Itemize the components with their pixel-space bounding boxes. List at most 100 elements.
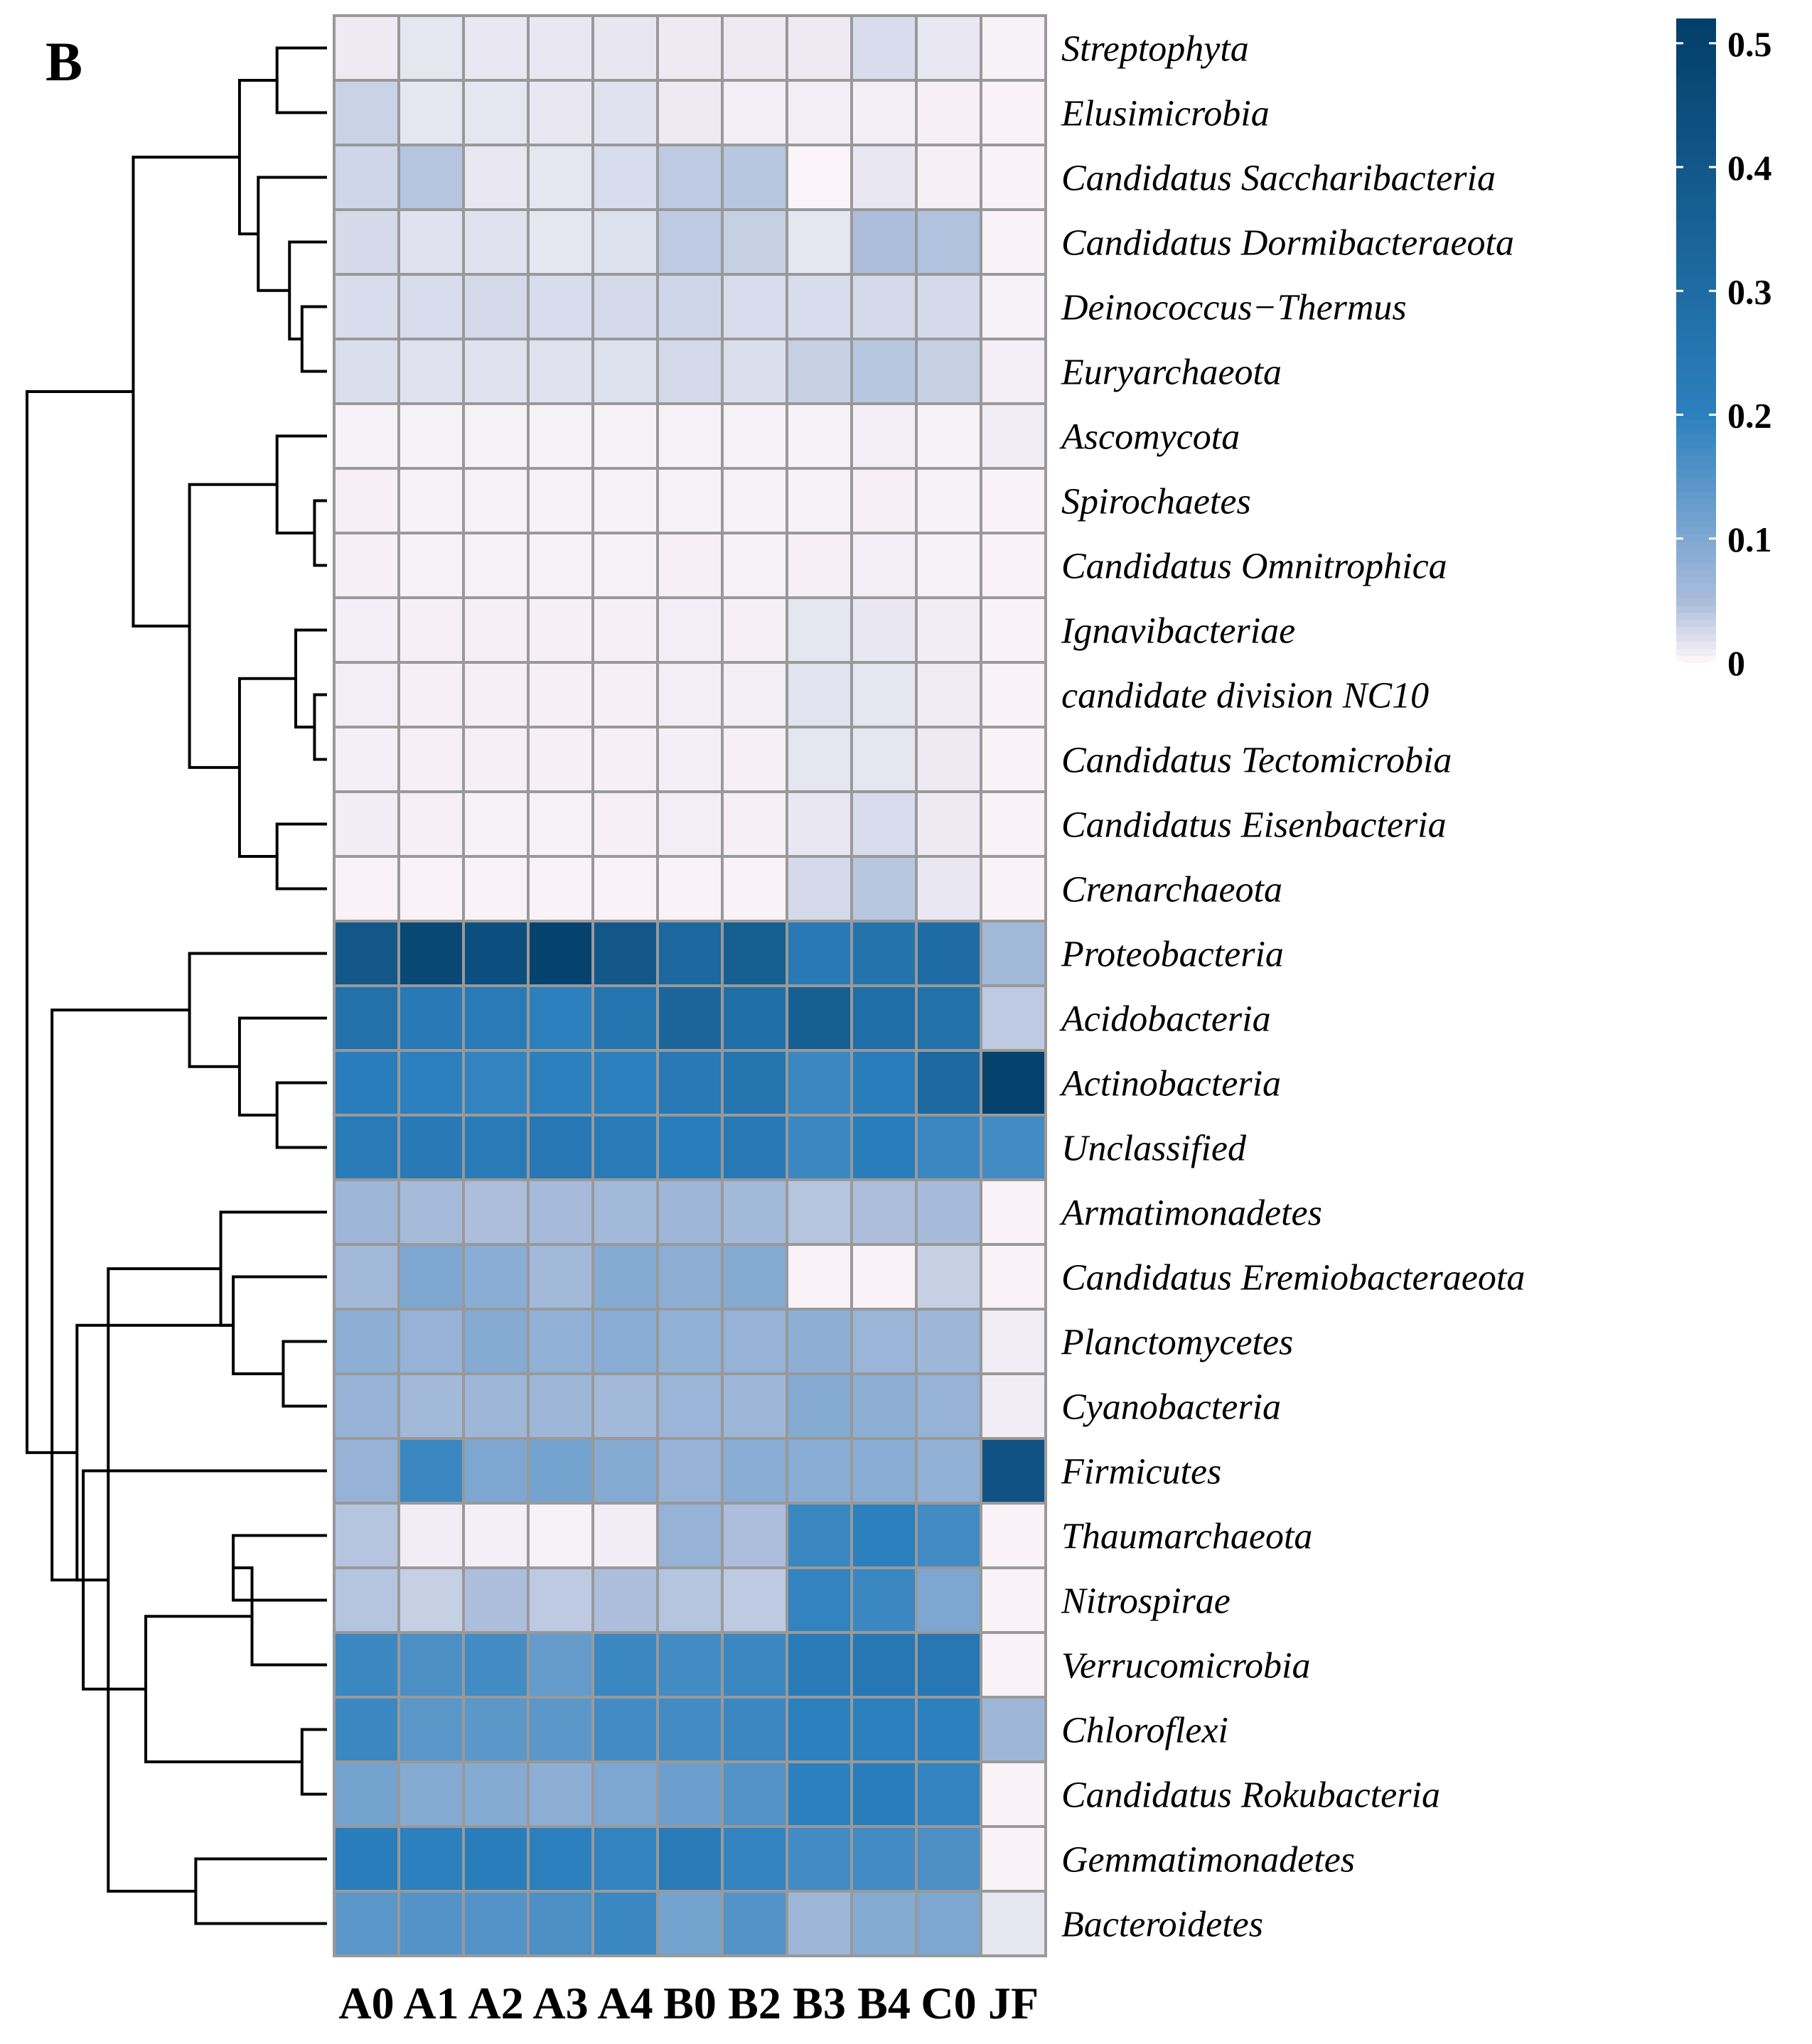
- heatmap-cell-cyanobacteria-c0: [915, 1372, 982, 1440]
- heatmap-cell-nitrospirae-a2: [462, 1566, 530, 1634]
- row-label-candidatus-rokubacteria: Candidatus Rokubacteria: [1061, 1775, 1440, 1816]
- heatmap-cell-unclassified-b0: [656, 1114, 724, 1181]
- heatmap-cell-candidatus-eremiobacteraeota-b2: [721, 1243, 788, 1311]
- colorbar-segment: [1676, 26, 1716, 34]
- heatmap-cell-planctomycetes-b4: [850, 1308, 918, 1375]
- heatmap-cell-proteobacteria-a1: [397, 920, 465, 987]
- heatmap-cell-candidatus-eisenbacteria-b4: [850, 790, 918, 858]
- heatmap-cell-bacteroidetes-b0: [656, 1890, 724, 1957]
- heatmap-cell-candidatus-dormibacteraeota-jf: [980, 208, 1047, 276]
- row-labels: Streptophyta Elusimicrobia Candidatus Sacc…: [1059, 29, 1525, 1945]
- row-label-proteobacteria: Proteobacteria: [1061, 935, 1284, 975]
- colorbar-segment: [1676, 340, 1716, 349]
- heatmap-cell-cyanobacteria-b0: [656, 1372, 724, 1440]
- colorbar-segment: [1676, 161, 1716, 170]
- heatmap-cell-nitrospirae-b4: [850, 1566, 918, 1634]
- column-label-a0: A0: [338, 1978, 394, 2028]
- dendrogram-branch: [300, 305, 327, 373]
- colorbar-segment: [1676, 469, 1716, 478]
- heatmap-cell-candidatus-rokubacteria-a2: [462, 1760, 530, 1828]
- heatmap-cell-ascomycota-b0: [656, 402, 724, 470]
- heatmap-cell-candidatus-dormibacteraeota-a3: [527, 208, 594, 276]
- heatmap-cell-gemmatimonadetes-a4: [591, 1825, 659, 1893]
- heatmap-cell-gemmatimonadetes-b4: [850, 1825, 918, 1893]
- row-label-unclassified: Unclassified: [1061, 1129, 1247, 1169]
- colorbar-tick-label: 0: [1727, 643, 1745, 683]
- colorbar-segment: [1676, 311, 1716, 320]
- dendrogram-branch: [282, 1340, 327, 1408]
- colorbar-segment: [1676, 633, 1716, 642]
- colorbar-segment: [1676, 426, 1716, 434]
- heatmap-cell-spirochaetes-jf: [980, 467, 1047, 534]
- heatmap-cell-armatimonadetes-b2: [721, 1178, 788, 1246]
- column-label-a1: A1: [403, 1978, 459, 2028]
- colorbar: 0 0.1 0.2 0.3 0.4 0.5: [1676, 18, 1772, 683]
- heatmap-cell-streptophyta-a4: [591, 14, 659, 82]
- heatmap-cell-candidatus-dormibacteraeota-a1: [397, 208, 465, 276]
- row-label-candidatus-tectomicrobia: Candidatus Tectomicrobia: [1061, 741, 1452, 781]
- heatmap-cell-candidatus-saccharibacteria-a3: [527, 144, 594, 211]
- colorbar-segment: [1676, 133, 1716, 141]
- heatmap-cell-planctomycetes-c0: [915, 1308, 982, 1375]
- dendrogram-branch: [294, 628, 327, 728]
- colorbar-segment: [1676, 640, 1716, 649]
- heatmap-cell-elusimicrobia-a2: [462, 79, 530, 146]
- heatmap-cell-euryarchaeota-a2: [462, 338, 530, 405]
- colorbar-segment: [1676, 547, 1716, 556]
- heatmap-cell-streptophyta-b3: [786, 14, 853, 82]
- dendrogram-branch: [82, 1469, 327, 1691]
- heatmap-cell-thaumarchaeota-a2: [462, 1502, 530, 1569]
- heatmap-cell-acidobacteria-jf: [980, 984, 1047, 1052]
- heatmap-cell-candidatus-eremiobacteraeota-a3: [527, 1243, 594, 1311]
- dendrogram-branch: [275, 822, 327, 891]
- colorbar-segment: [1676, 33, 1716, 41]
- heatmap-cell-candidatus-saccharibacteria-a4: [591, 144, 659, 211]
- heatmap-cell-euryarchaeota-b4: [850, 338, 918, 405]
- colorbar-segment: [1676, 82, 1716, 91]
- heatmap-cell-firmicutes-a1: [397, 1437, 465, 1505]
- heatmap-cell-candidate-division-nc10-a1: [397, 661, 465, 728]
- colorbar-tick-label: 0.2: [1727, 396, 1772, 436]
- heatmap-cell-ignavibacteriae-b3: [786, 596, 853, 664]
- row-label-bacteroidetes: Bacteroidetes: [1061, 1905, 1263, 1945]
- heatmap-cell-deinococcus-thermus-a4: [591, 273, 659, 340]
- heatmap-cell-bacteroidetes-a4: [591, 1890, 659, 1957]
- heatmap-cell-unclassified-b4: [850, 1114, 918, 1181]
- heatmap-cell-deinococcus-thermus-b2: [721, 273, 788, 340]
- heatmap-cell-deinococcus-thermus-c0: [915, 273, 982, 340]
- heatmap-cell-deinococcus-thermus-jf: [980, 273, 1047, 340]
- heatmap-cell-spirochaetes-a1: [397, 467, 465, 534]
- heatmap-cell-candidatus-tectomicrobia-a2: [462, 726, 530, 793]
- heatmap-cell-cyanobacteria-b2: [721, 1372, 788, 1440]
- heatmap-cell-euryarchaeota-jf: [980, 338, 1047, 405]
- heatmap-cell-actinobacteria-a3: [527, 1049, 594, 1117]
- heatmap-cell-unclassified-c0: [915, 1114, 982, 1181]
- heatmap-cell-deinococcus-thermus-b4: [850, 273, 918, 340]
- heatmap-cell-euryarchaeota-a1: [397, 338, 465, 405]
- colorbar-segment: [1676, 619, 1716, 628]
- colorbar-segment: [1676, 512, 1716, 520]
- heatmap-cell-elusimicrobia-a0: [333, 79, 400, 146]
- colorbar-segment: [1676, 598, 1716, 606]
- heatmap-cell-candidatus-eisenbacteria-a2: [462, 790, 530, 858]
- colorbar-segment: [1676, 369, 1716, 377]
- heatmap-cell-candidate-division-nc10-b0: [656, 661, 724, 728]
- heatmap-cell-gemmatimonadetes-c0: [915, 1825, 982, 1893]
- heatmap-cell-elusimicrobia-a3: [527, 79, 594, 146]
- column-label-a3: A3: [532, 1978, 588, 2028]
- heatmap-cell-streptophyta-a2: [462, 14, 530, 82]
- heatmap-cell-gemmatimonadetes-a2: [462, 1825, 530, 1893]
- heatmap-cell-verrucomicrobia-b3: [786, 1631, 853, 1699]
- heatmap-cell-elusimicrobia-b0: [656, 79, 724, 146]
- row-label-armatimonadetes: Armatimonadetes: [1059, 1193, 1322, 1234]
- heatmap-cell-actinobacteria-b0: [656, 1049, 724, 1117]
- dendrogram-branch: [300, 1728, 327, 1796]
- colorbar-segment: [1676, 490, 1716, 499]
- heatmap-cell-crenarchaeota-b0: [656, 855, 724, 923]
- colorbar-segment: [1676, 18, 1716, 27]
- heatmap-cell-planctomycetes-a1: [397, 1308, 465, 1375]
- heatmap-cell-actinobacteria-a2: [462, 1049, 530, 1117]
- dendrogram-branch: [237, 79, 277, 236]
- heatmap-cell-verrucomicrobia-b4: [850, 1631, 918, 1699]
- row-label-actinobacteria: Actinobacteria: [1059, 1064, 1281, 1104]
